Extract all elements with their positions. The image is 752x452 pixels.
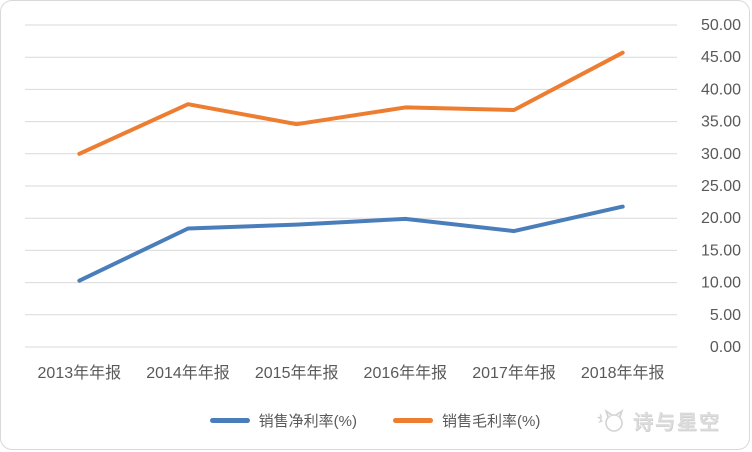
y-tick-label: 40.00 — [701, 81, 741, 98]
legend-swatch-icon — [209, 417, 250, 423]
y-tick-label: 45.00 — [701, 49, 741, 66]
y-tick-label: 25.00 — [701, 178, 741, 195]
legend: 销售净利率(%) 销售毛利率(%) — [1, 405, 749, 435]
y-tick-label: 5.00 — [710, 307, 741, 324]
legend-label: 销售净利率(%) — [258, 412, 357, 430]
y-tick-label: 15.00 — [701, 242, 741, 259]
x-axis-label: 2016年年报 — [363, 365, 448, 382]
y-tick-label: 20.00 — [701, 210, 741, 227]
x-axis-label: 2015年年报 — [254, 365, 339, 382]
x-axis-label: 2017年年报 — [472, 365, 556, 382]
x-axis-label: 2013年年报 — [37, 365, 122, 382]
legend-item-1: 销售毛利率(%) — [393, 410, 540, 431]
x-axis-labels: 2013年年报 2014年年报 2015年年报 2016年年报 2017年年报 2018年… — [25, 358, 677, 384]
series-line-1 — [77, 50, 625, 156]
legend-swatch-icon — [393, 417, 433, 423]
y-tick-label: 10.00 — [701, 275, 741, 292]
x-axis-label: 2014年年报 — [146, 365, 230, 382]
x-axis-label: 2018年年报 — [580, 365, 665, 382]
watermark-text: 诗与星空 — [633, 412, 721, 434]
y-tick-label: 0.00 — [710, 339, 741, 356]
y-tick-label: 50.00 — [701, 17, 741, 34]
y-tick-label: 35.00 — [701, 114, 741, 131]
series-line-0 — [77, 204, 625, 283]
legend-label: 销售毛利率(%) — [442, 412, 541, 430]
cat-logo-icon — [597, 408, 627, 434]
y-tick-label: 30.00 — [701, 146, 741, 163]
legend-item-0: 销售净利率(%) — [209, 410, 357, 431]
watermark: 诗与星空 — [597, 406, 721, 435]
